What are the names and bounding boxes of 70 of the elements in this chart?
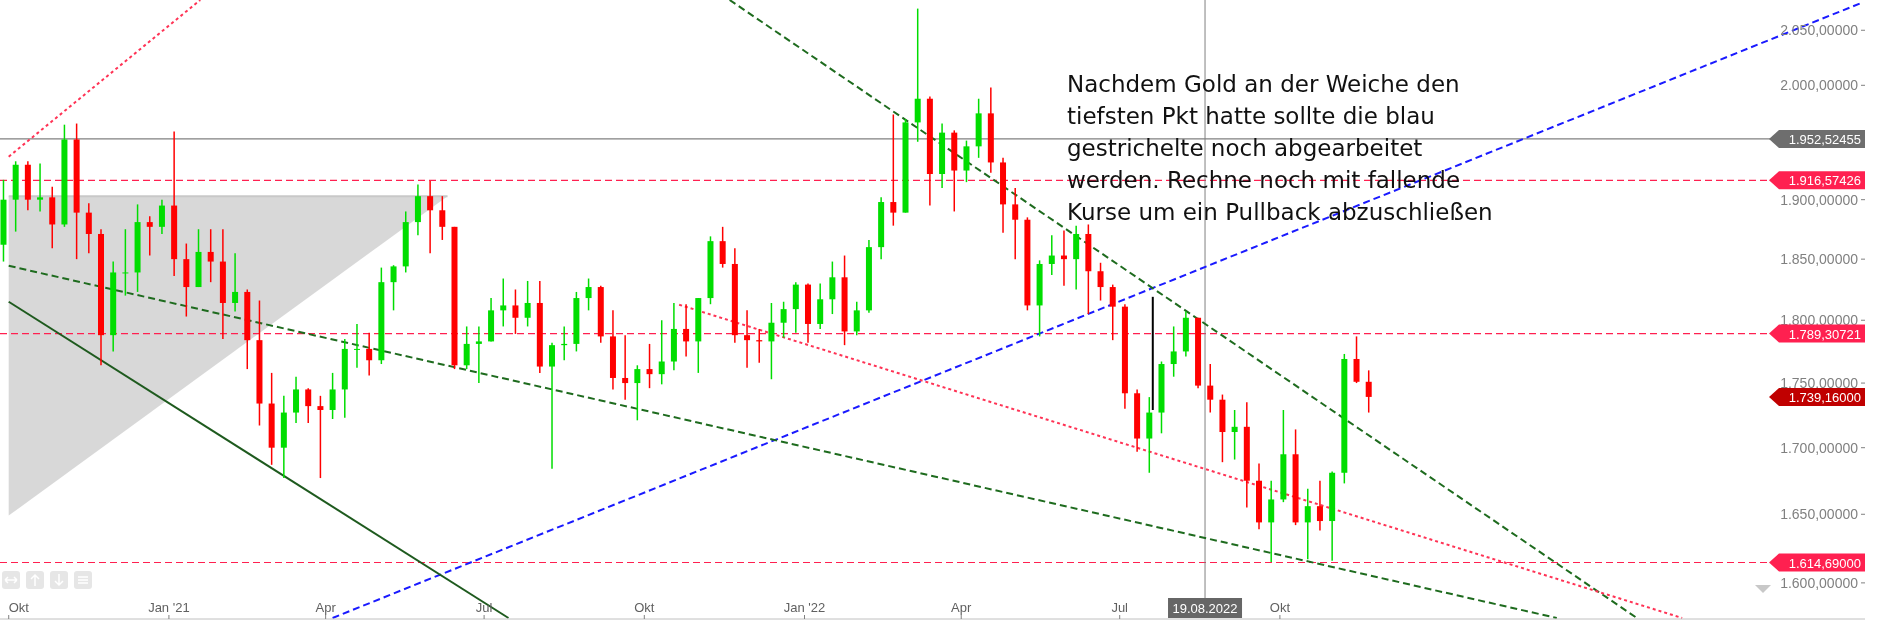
candlestick	[1207, 363, 1214, 414]
candlestick	[232, 252, 239, 313]
x-tick-label: Okt	[634, 600, 655, 615]
ref-line-label: 1.789,30721	[1788, 326, 1861, 342]
candlestick	[1097, 262, 1104, 302]
candlestick	[500, 277, 507, 328]
y-tick-label: 1.850,00000	[1780, 251, 1859, 268]
candlestick	[293, 375, 300, 424]
candlestick	[683, 303, 690, 358]
candlestick	[1012, 187, 1019, 260]
candlestick	[914, 7, 921, 143]
candlestick	[829, 260, 836, 315]
x-tick-label: Jan '22	[783, 600, 826, 615]
candlestick	[1316, 479, 1323, 532]
ref-line-label: 1.952,52455	[1788, 131, 1861, 147]
candlestick	[512, 288, 519, 335]
x-tick-label: Apr	[315, 600, 337, 615]
candlestick	[1048, 234, 1055, 276]
ref-line-label: 1.614,69000	[1788, 555, 1861, 571]
candlestick	[305, 387, 312, 424]
y-tick-label: 1.650,00000	[1780, 506, 1859, 523]
y-tick-label: 1.750,00000	[1780, 375, 1859, 392]
candlestick	[427, 180, 434, 254]
candlestick	[1231, 409, 1238, 461]
x-tick-label: Jul	[1111, 600, 1129, 615]
candlestick	[768, 302, 775, 380]
candlestick	[780, 300, 787, 339]
candlestick	[366, 331, 373, 377]
candlestick	[158, 198, 165, 235]
candlestick	[146, 215, 153, 257]
candlestick	[439, 195, 446, 241]
candlestick	[1170, 325, 1177, 378]
candlestick	[1109, 283, 1116, 341]
candlestick	[390, 264, 397, 312]
candlestick	[317, 395, 324, 479]
x-tick-label: Okt	[8, 600, 30, 615]
candlestick	[329, 372, 336, 420]
candlestick	[524, 280, 531, 328]
candlestick	[622, 334, 629, 401]
candlestick	[1353, 335, 1360, 384]
x-tick-label: Jul	[475, 600, 493, 615]
x-tick-label: Jan '21	[148, 600, 190, 615]
candlestick	[719, 226, 726, 269]
candlestick	[890, 113, 897, 227]
candlestick	[1365, 369, 1372, 414]
candlestick	[1268, 479, 1275, 563]
candlestick	[853, 300, 860, 336]
candlestick	[634, 364, 641, 422]
candlestick	[463, 325, 470, 370]
y-tick-label: 2.000,00000	[1780, 77, 1859, 94]
candlestick	[37, 162, 44, 213]
candlestick	[585, 277, 592, 312]
candlestick	[207, 228, 214, 283]
y-tick-label: 1.700,00000	[1780, 439, 1859, 456]
annotation: 1.739,16000	[1788, 389, 1861, 405]
candlestick	[122, 228, 129, 297]
candlestick	[744, 309, 751, 369]
ref-line-label: 1.916,57426	[1788, 173, 1861, 189]
candlestick	[658, 319, 665, 386]
candlestick	[1304, 487, 1311, 561]
candlestick	[85, 202, 92, 254]
candlestick	[646, 343, 653, 389]
candlestick	[549, 341, 556, 470]
x-tick-label: Okt	[1269, 600, 1291, 615]
candlestick	[353, 323, 360, 369]
y-tick-label: 1.600,00000	[1780, 574, 1859, 591]
x-tick-label: Apr	[951, 600, 973, 615]
candlestick	[475, 325, 482, 384]
y-tick-label: 1.900,00000	[1780, 191, 1859, 208]
ref-line-label: 19.08.2022	[1172, 601, 1238, 616]
